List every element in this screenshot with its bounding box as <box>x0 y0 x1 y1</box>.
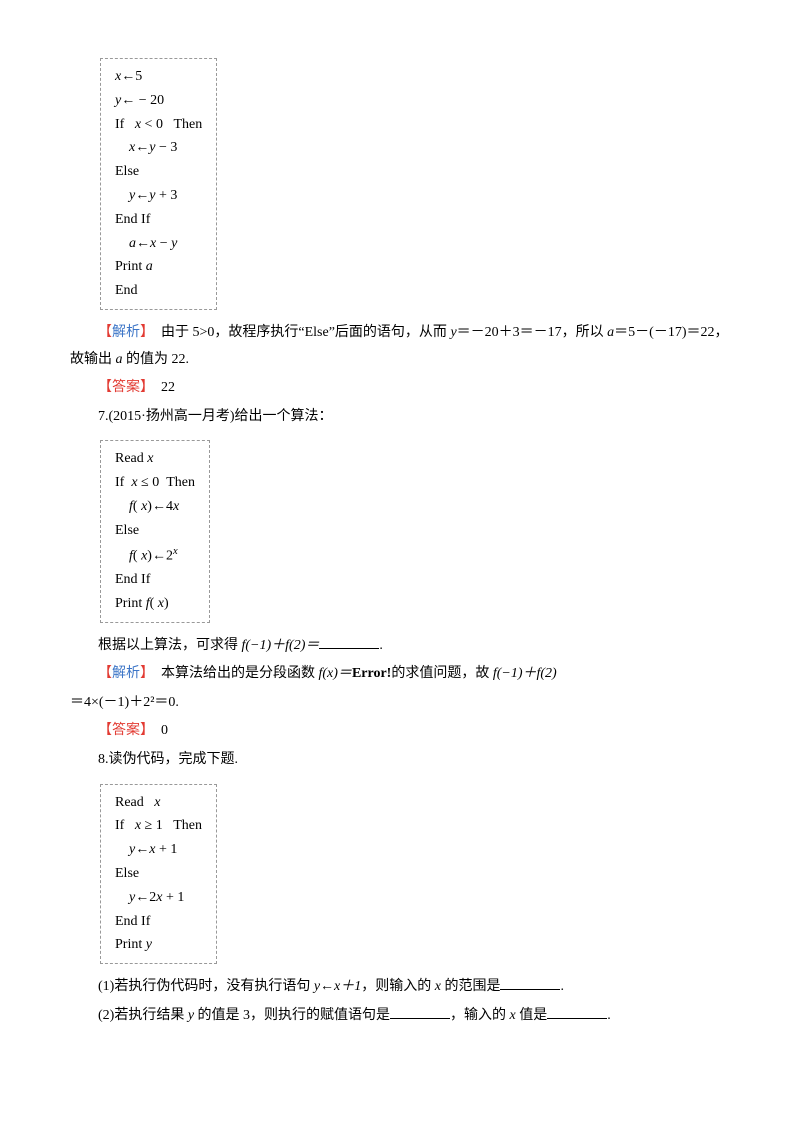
q7-tail-b: . <box>379 638 383 653</box>
question-7-text: 7.(2015·扬州高一月考)给出一个算法： <box>70 404 730 431</box>
fx: f(x)＝ <box>319 666 352 681</box>
code-line: x←5 <box>115 65 202 89</box>
code-line: f( x)←2x <box>115 543 195 568</box>
code-line: End If <box>115 910 202 934</box>
code-line: End If <box>115 208 202 232</box>
code-line: Read x <box>115 791 202 815</box>
question-8-sub2: (2)若执行结果 y 的值是 3，则执行的赋值语句是，输入的 x 值是. <box>70 1003 730 1030</box>
code-line: Else <box>115 862 202 886</box>
blank <box>319 634 379 649</box>
code-line: If x ≤ 0 Then <box>115 471 195 495</box>
code-line: If x ≥ 1 Then <box>115 814 202 838</box>
q8-prefix: 8.读伪代码，完成下题. <box>98 752 238 767</box>
code-line: Print y <box>115 933 202 957</box>
question-8-sub1: (1)若执行伪代码时，没有执行语句 y←x＋1，则输入的 x 的范围是. <box>70 974 730 1001</box>
q8s2-a: (2)若执行结果 <box>98 1008 188 1023</box>
page-container: x←5 y← − 20 If x < 0 Then x←y − 3 Else y… <box>0 0 800 1071</box>
blank <box>500 975 560 990</box>
analysis-text: ＝4×(－1)＋2²＝0. <box>70 695 179 710</box>
analysis-label: 解析 <box>112 325 140 340</box>
analysis-text: 本算法给出的是分段函数 <box>147 666 319 681</box>
q7-tail-a: 根据以上算法，可求得 <box>98 638 242 653</box>
answer-label: 答案 <box>112 380 140 395</box>
analysis-paragraph-2b: ＝4×(－1)＋2²＝0. <box>70 690 730 717</box>
code-line: y←y + 3 <box>115 184 202 208</box>
q8s2-e: . <box>607 1008 611 1023</box>
analysis-label: 解析 <box>112 666 140 681</box>
analysis-text: ＝－20＋3＝－17，所以 <box>457 325 608 340</box>
answer-line-1: 【答案】 22 <box>70 375 730 402</box>
analysis-text: 由于 5>0，故程序执行“Else”后面的语句，从而 <box>147 325 450 340</box>
error-text: Error! <box>352 666 391 681</box>
code-line: Print f( x) <box>115 592 195 616</box>
code-line: Else <box>115 519 195 543</box>
code-line: If x < 0 Then <box>115 113 202 137</box>
q8s1-b: ，则输入的 <box>361 979 435 994</box>
code-line: y←2x + 1 <box>115 886 202 910</box>
pseudocode-box-3: Read x If x ≥ 1 Then y←x + 1 Else y←2x +… <box>100 784 217 965</box>
pseudocode-box-2: Read x If x ≤ 0 Then f( x)←4x Else f( x)… <box>100 440 210 622</box>
code-line: a←x − y <box>115 232 202 256</box>
q8s2-c: ，输入的 <box>450 1008 510 1023</box>
code-line: End <box>115 279 202 303</box>
code-line: y←x + 1 <box>115 838 202 862</box>
q8s2-d: 值是 <box>516 1008 548 1023</box>
q7-prefix: 7.(2015·扬州高一月考)给出一个算法： <box>98 409 333 424</box>
expr: f(−1)＋f(2) <box>493 666 557 681</box>
analysis-text: 的求值问题，故 <box>391 666 493 681</box>
question-8-text: 8.读伪代码，完成下题. <box>70 747 730 774</box>
answer-label: 答案 <box>112 723 140 738</box>
code-line: f( x)←4x <box>115 495 195 519</box>
answer-value: 0 <box>147 723 168 738</box>
q8s1-expr: y←x＋1 <box>314 979 361 994</box>
blank <box>547 1004 607 1019</box>
q8s1-c: 的范围是 <box>441 979 501 994</box>
q8s2-b: 的值是 3，则执行的赋值语句是 <box>194 1008 390 1023</box>
answer-line-2: 【答案】 0 <box>70 718 730 745</box>
q8s1-d: . <box>560 979 564 994</box>
code-line: End If <box>115 568 195 592</box>
analysis-paragraph-2: 【解析】 本算法给出的是分段函数 f(x)＝Error!的求值问题，故 f(−1… <box>70 661 730 688</box>
code-line: y← − 20 <box>115 89 202 113</box>
analysis-text: 的值为 22. <box>123 352 190 367</box>
blank <box>390 1004 450 1019</box>
code-line: Else <box>115 160 202 184</box>
code-line: Read x <box>115 447 195 471</box>
q7-expr: f(−1)＋f(2)＝ <box>242 638 320 653</box>
q8s1-a: (1)若执行伪代码时，没有执行语句 <box>98 979 314 994</box>
code-line: x←y − 3 <box>115 136 202 160</box>
analysis-paragraph-1: 【解析】 由于 5>0，故程序执行“Else”后面的语句，从而 y＝－20＋3＝… <box>70 320 730 373</box>
code-line: Print a <box>115 255 202 279</box>
var-a: a <box>116 352 123 367</box>
answer-value: 22 <box>147 380 175 395</box>
pseudocode-box-1: x←5 y← − 20 If x < 0 Then x←y − 3 Else y… <box>100 58 217 310</box>
question-7-tail: 根据以上算法，可求得 f(−1)＋f(2)＝. <box>70 633 730 660</box>
